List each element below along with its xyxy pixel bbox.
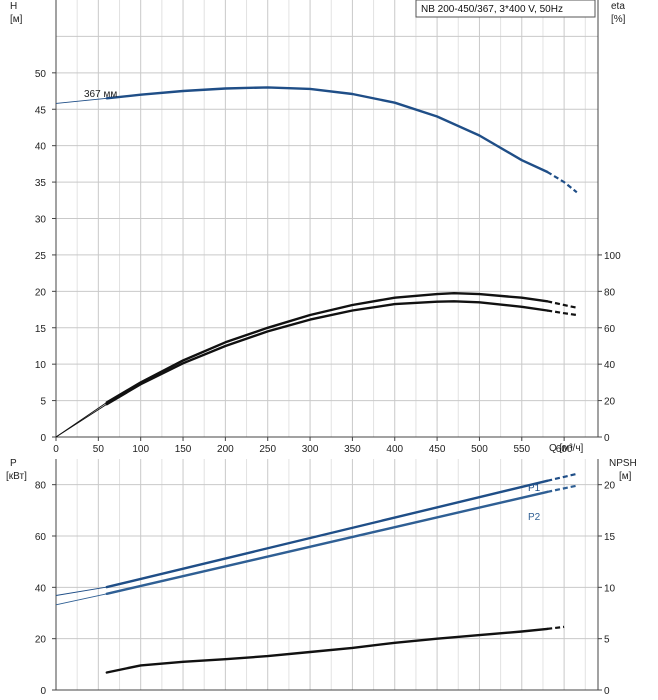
top-series-1-curve: [105, 292, 549, 404]
bottom-left-tick-label: 20: [35, 635, 47, 646]
top-right-axis-unit: [%]: [611, 14, 626, 25]
top-right-tick-label: 0: [604, 433, 610, 444]
top-right-tick-label: 100: [604, 251, 621, 262]
bottom-series-1-extension: [546, 484, 578, 493]
bottom-right-tick-label: 5: [604, 635, 610, 646]
top-left-tick-label: 30: [35, 215, 47, 226]
top-right-axis-title: eta: [611, 1, 625, 12]
bottom-plot-area: [56, 459, 598, 690]
x-tick-label: 250: [259, 444, 276, 455]
x-tick-label: 550: [513, 444, 530, 455]
bottom-right-tick-label: 20: [604, 481, 616, 492]
bottom-right-axis-title: NPSH: [609, 458, 637, 469]
bottom-right-tick-label: 15: [604, 532, 616, 543]
top-left-tick-label: 40: [35, 142, 47, 153]
top-left-tick-label: 50: [35, 69, 47, 80]
x-tick-label: 600: [556, 444, 573, 455]
top-left-tick-label: 5: [40, 397, 46, 408]
bottom-series-1-curve: [105, 490, 549, 595]
bottom-left-axis-unit: [кВт]: [6, 471, 27, 482]
top-left-tick-label: 20: [35, 287, 47, 298]
x-tick-label: 300: [302, 444, 319, 455]
top-right-tick-label: 80: [604, 287, 616, 298]
legend-box: [415, 0, 596, 18]
bottom-left-tick-label: 60: [35, 532, 47, 543]
x-tick-label: 150: [175, 444, 192, 455]
x-tick-label: 350: [344, 444, 361, 455]
top-right-tick-label: 20: [604, 397, 616, 408]
x-tick-label: 500: [471, 444, 488, 455]
top-series-2-extension: [547, 309, 577, 317]
top-left-tick-label: 25: [35, 251, 47, 262]
top-left-tick-label: 35: [35, 178, 47, 189]
top-left-axis-unit: [м]: [10, 14, 23, 25]
x-tick-label: 450: [429, 444, 446, 455]
bottom-left-tick-label: 40: [35, 583, 47, 594]
top-series-1-extension: [546, 300, 578, 309]
bottom-right-tick-label: 10: [604, 583, 616, 594]
top-series-0-curve: [105, 86, 549, 174]
bottom-left-tick-label: 0: [40, 686, 46, 697]
top-series-0-extension: [546, 170, 578, 194]
legend-text: NB 200-450/367, 3*400 V, 50Hz: [421, 4, 563, 15]
top-left-tick-label: 10: [35, 360, 47, 371]
grid-lines: [56, 0, 598, 691]
series-label-p1: P1: [528, 483, 541, 494]
top-series-2-curve: [105, 300, 549, 406]
x-tick-label: 400: [386, 444, 403, 455]
top-left-axis-title: H: [10, 1, 17, 12]
series-curves: [55, 86, 578, 674]
top-left-tick-label: 15: [35, 324, 47, 335]
top-right-tick-label: 40: [604, 360, 616, 371]
series-label-p2: P2: [528, 512, 541, 523]
top-left-tick-label: 45: [35, 105, 47, 116]
top-left-tick-label: 0: [40, 433, 46, 444]
x-tick-label: 50: [93, 444, 105, 455]
x-axis-label: Q [м³/ч]: [549, 443, 584, 454]
bottom-right-axis-unit: [м]: [619, 471, 632, 482]
x-tick-label: 100: [132, 444, 149, 455]
bottom-left-tick-label: 80: [35, 481, 47, 492]
bottom-series-2-extension: [547, 625, 565, 630]
bottom-series-0-extension: [546, 472, 578, 482]
top-right-tick-label: 60: [604, 324, 616, 335]
bottom-series-2-curve: [105, 627, 549, 674]
bottom-left-axis-title: P: [10, 458, 17, 469]
series-label-impeller: 367 мм: [84, 89, 117, 100]
x-tick-label: 200: [217, 444, 234, 455]
x-tick-label: 0: [53, 444, 59, 455]
bottom-series-0-curve: [105, 479, 549, 589]
bottom-right-tick-label: 0: [604, 686, 610, 697]
